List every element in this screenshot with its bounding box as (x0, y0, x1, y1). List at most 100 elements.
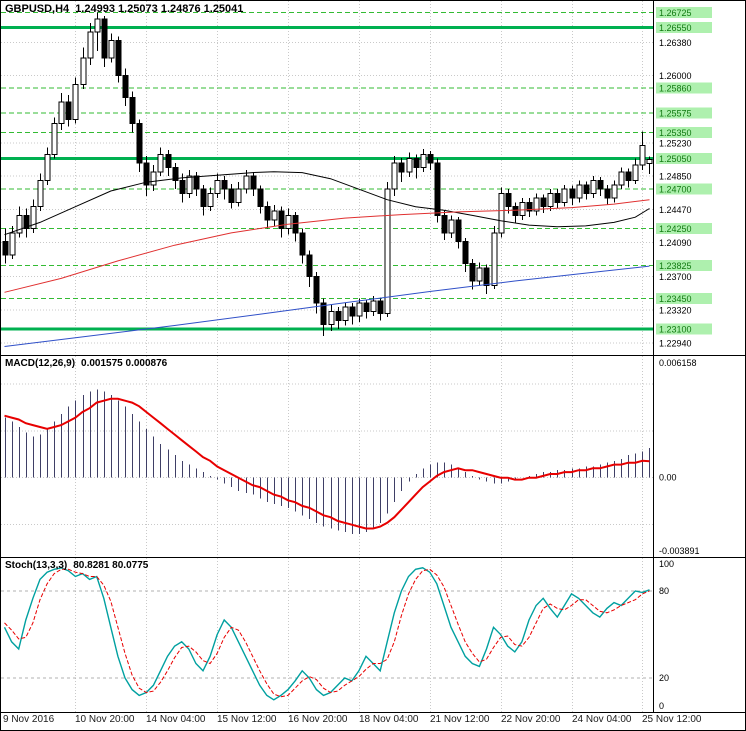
bull-candle-body (30, 206, 37, 230)
stoch-scale-label: 100 (659, 559, 674, 569)
price-scale-label: 1.26380 (659, 38, 692, 48)
bear-candle-body (115, 40, 122, 77)
bull-candle-body (235, 188, 242, 203)
time-axis-label: 9 Nov 2016 (3, 714, 55, 725)
bull-candle-body (94, 18, 101, 33)
bear-candle-body (179, 179, 186, 195)
bull-candle-body (391, 162, 398, 190)
stoch-scale-label: 80 (659, 586, 669, 596)
price-chart-canvas[interactable]: 1.26725 1.26550 1.26380 1.26000 1.25860 1.255… (1, 1, 745, 355)
bear-candle-body (398, 162, 405, 173)
price-level-badge (656, 183, 712, 195)
bull-candle-body (16, 214, 23, 234)
bear-candle-body (597, 179, 604, 190)
price-level-badge (656, 260, 712, 272)
bear-candle-body (505, 193, 512, 208)
price-level-badge (656, 107, 712, 119)
bear-candle-body (554, 193, 561, 203)
bear-candle-body (569, 188, 576, 199)
time-axis-label: 21 Nov 12:00 (430, 714, 490, 725)
price-level-badge (656, 82, 712, 94)
bull-candle-body (157, 153, 164, 173)
bear-candle-body (299, 232, 306, 256)
price-level-badge (656, 22, 712, 34)
bear-candle-body (427, 153, 434, 164)
stoch-signal-line (4, 568, 650, 698)
bull-candle-body (51, 123, 58, 155)
bear-candle-body (483, 267, 490, 286)
price-scale-label: 1.24700 (659, 185, 692, 195)
bear-candle-body (257, 188, 264, 208)
macd-canvas[interactable]: 0.006158 0.00 -0.003891 (1, 356, 745, 557)
price-scale-label: 1.23320 (659, 305, 692, 315)
price-level-badge (656, 292, 712, 304)
bear-candle-body (455, 219, 462, 243)
bull-candle-body (618, 171, 625, 186)
bull-candle-body (639, 145, 646, 166)
time-axis-label: 14 Nov 04:00 (146, 714, 206, 725)
ma-slow-blue (4, 265, 650, 347)
bear-candle-body (512, 206, 519, 216)
bull-candle-body (632, 164, 639, 181)
stoch-canvas[interactable]: 100 80 20 0 (1, 558, 745, 712)
bull-candle-body (491, 232, 498, 286)
price-scale-label: 1.23450 (659, 294, 692, 304)
bear-candle-body (604, 188, 611, 199)
macd-scale-label: 0.006158 (659, 358, 697, 368)
bull-candle-body (44, 153, 51, 181)
bull-candle-body (420, 153, 427, 168)
price-scale-label: 1.24850 (659, 172, 692, 182)
price-level-badge (656, 153, 712, 165)
macd-panel: 0.006158 0.00 -0.003891 MACD(12,26,9) 0.001… (1, 355, 745, 557)
bull-candle-body (207, 193, 214, 208)
price-scale-label: 1.25575 (659, 108, 692, 118)
price-scale-label: 1.23100 (659, 325, 692, 335)
bull-candle-body (590, 179, 597, 195)
time-axis[interactable]: 9 Nov 2016 10 Nov 20:00 14 Nov 04:00 15 Nov… (1, 712, 745, 730)
bear-candle-body (101, 18, 108, 59)
bull-candle-body (561, 188, 568, 203)
bull-candle-body (406, 158, 413, 173)
bear-candle-body (165, 153, 172, 168)
bear-candle-body (221, 179, 228, 190)
bear-candle-body (2, 241, 9, 256)
bull-candle-body (186, 175, 193, 195)
bear-candle-body (172, 166, 179, 181)
price-scale-label: 1.26000 (659, 71, 692, 81)
bear-candle-body (306, 254, 313, 278)
time-axis-label: 15 Nov 12:00 (217, 714, 277, 725)
bull-candle-body (214, 179, 221, 195)
bull-candle-body (384, 188, 391, 314)
price-scale-label: 1.24250 (659, 224, 692, 234)
bull-candle-body (271, 210, 278, 221)
bear-candle-body (377, 300, 384, 314)
bear-candle-body (583, 184, 590, 195)
bull-candle-body (150, 171, 157, 186)
bull-candle-body (58, 101, 65, 125)
bear-candle-body (413, 158, 420, 168)
bear-candle-body (122, 75, 129, 98)
time-axis-label: 24 Nov 04:00 (572, 714, 632, 725)
bear-candle-body (136, 123, 143, 164)
price-scale-label: 1.26725 (659, 8, 692, 18)
bull-candle-body (72, 83, 79, 120)
bear-candle-body (129, 96, 136, 125)
bear-candle-body (278, 210, 285, 230)
price-scale-label: 1.23825 (659, 261, 692, 271)
ma-fast-black (4, 171, 650, 236)
price-level-badge (656, 6, 712, 18)
price-scale-label: 1.25230 (659, 138, 692, 148)
bear-candle-body (540, 197, 547, 208)
bull-candle-body (87, 31, 94, 59)
bull-candle-body (519, 201, 526, 216)
bear-candle-body (363, 302, 370, 313)
stoch-scale-label: 20 (659, 673, 669, 683)
bear-candle-body (335, 311, 342, 321)
bear-candle-body (349, 306, 356, 317)
bear-candle-body (292, 214, 299, 234)
time-axis-label: 10 Nov 20:00 (75, 714, 135, 725)
bear-candle-body (320, 302, 327, 326)
price-scale-label: 1.25050 (659, 154, 692, 164)
price-panel: 1.26725 1.26550 1.26380 1.26000 1.25860 1.255… (1, 1, 745, 355)
price-scale-label: 1.22940 (659, 339, 692, 349)
